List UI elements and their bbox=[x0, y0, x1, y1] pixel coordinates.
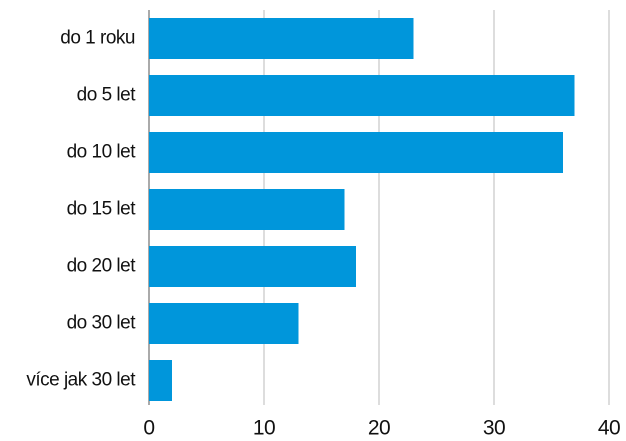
x-tick-label: 20 bbox=[368, 417, 390, 440]
y-tick-label: do 5 let bbox=[77, 85, 137, 106]
x-tick-label: 30 bbox=[483, 417, 505, 440]
bar bbox=[149, 189, 345, 230]
y-tick-label: do 15 let bbox=[67, 199, 137, 220]
bar bbox=[149, 246, 356, 287]
y-tick-label: do 30 let bbox=[67, 313, 137, 334]
bar bbox=[149, 75, 575, 116]
y-tick-label: do 10 let bbox=[67, 142, 137, 163]
bar bbox=[149, 303, 299, 344]
bar bbox=[149, 18, 414, 59]
bar bbox=[149, 132, 563, 173]
y-tick-label: do 20 let bbox=[67, 256, 137, 277]
x-tick-label: 10 bbox=[253, 417, 275, 440]
x-tick-label: 0 bbox=[143, 417, 154, 440]
bar bbox=[149, 360, 172, 401]
x-tick-label: 40 bbox=[598, 417, 620, 440]
y-tick-label: více jak 30 let bbox=[26, 370, 136, 391]
y-tick-label: do 1 roku bbox=[60, 28, 135, 49]
